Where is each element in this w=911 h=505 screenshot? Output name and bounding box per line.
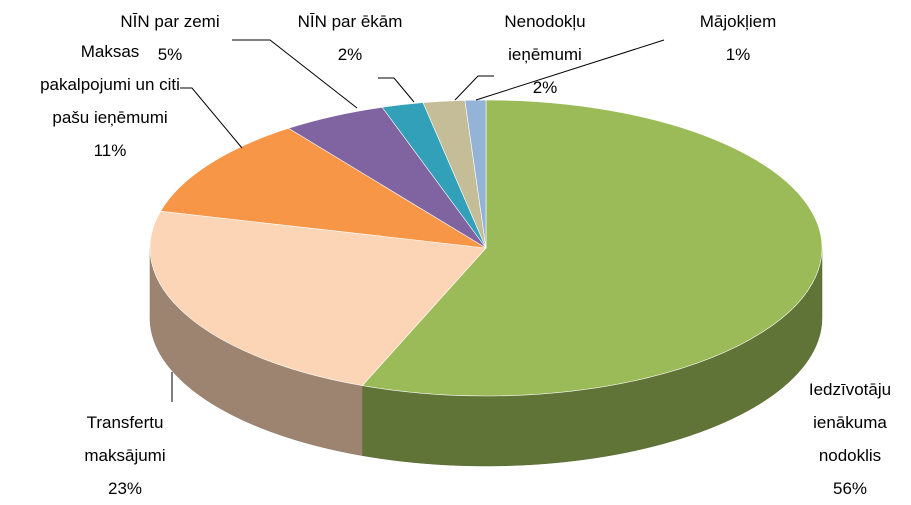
- leader-line: [475, 39, 665, 101]
- slice-name: Transfertu maksājumi: [84, 413, 166, 465]
- slice-name: Nenodokļu ieņēmumi: [504, 12, 586, 64]
- slice-percent: 23%: [107, 479, 143, 498]
- slice-label: Maksas pakalpojumi un citi pašu ieņēmumi…: [40, 35, 180, 167]
- slice-percent: 56%: [832, 479, 868, 498]
- slice-name: NĪN par ēkām: [297, 12, 403, 31]
- slice-label: Iedzīvotāju ienākuma nodoklis 56%: [790, 373, 910, 505]
- slice-name: Iedzīvotāju ienākuma nodoklis: [808, 380, 892, 465]
- pie-tops: [149, 99, 823, 397]
- leader-line: [454, 75, 494, 101]
- slice-label: NĪN par zemi 5%: [100, 5, 240, 71]
- leader-line: [232, 39, 358, 109]
- slice-name: NĪN par zemi: [120, 12, 220, 31]
- slice-label: Transfertu maksājumi 23%: [60, 406, 190, 505]
- pie-slice: [464, 99, 487, 249]
- slice-name: Mājokļiem: [699, 12, 777, 31]
- slice-percent: 5%: [157, 45, 183, 64]
- slice-label: Nenodokļu ieņēmumi 2%: [475, 5, 615, 104]
- pie-slice: [361, 99, 823, 397]
- leader-line: [378, 77, 415, 103]
- pie-slice: [149, 210, 487, 386]
- slice-name: Maksas pakalpojumi un citi pašu ieņēmumi: [40, 42, 180, 127]
- slice-label: Mājokļiem 1%: [668, 5, 808, 71]
- slice-percent: 2%: [532, 78, 558, 97]
- leader-line: [180, 87, 243, 149]
- slice-percent: 11%: [93, 141, 127, 160]
- leader-lines: [171, 39, 665, 402]
- slice-label: NĪN par ēkām 2%: [280, 5, 420, 71]
- slice-percent: 1%: [725, 45, 751, 64]
- pie-slice: [160, 127, 487, 249]
- slice-percent: 2%: [337, 45, 363, 64]
